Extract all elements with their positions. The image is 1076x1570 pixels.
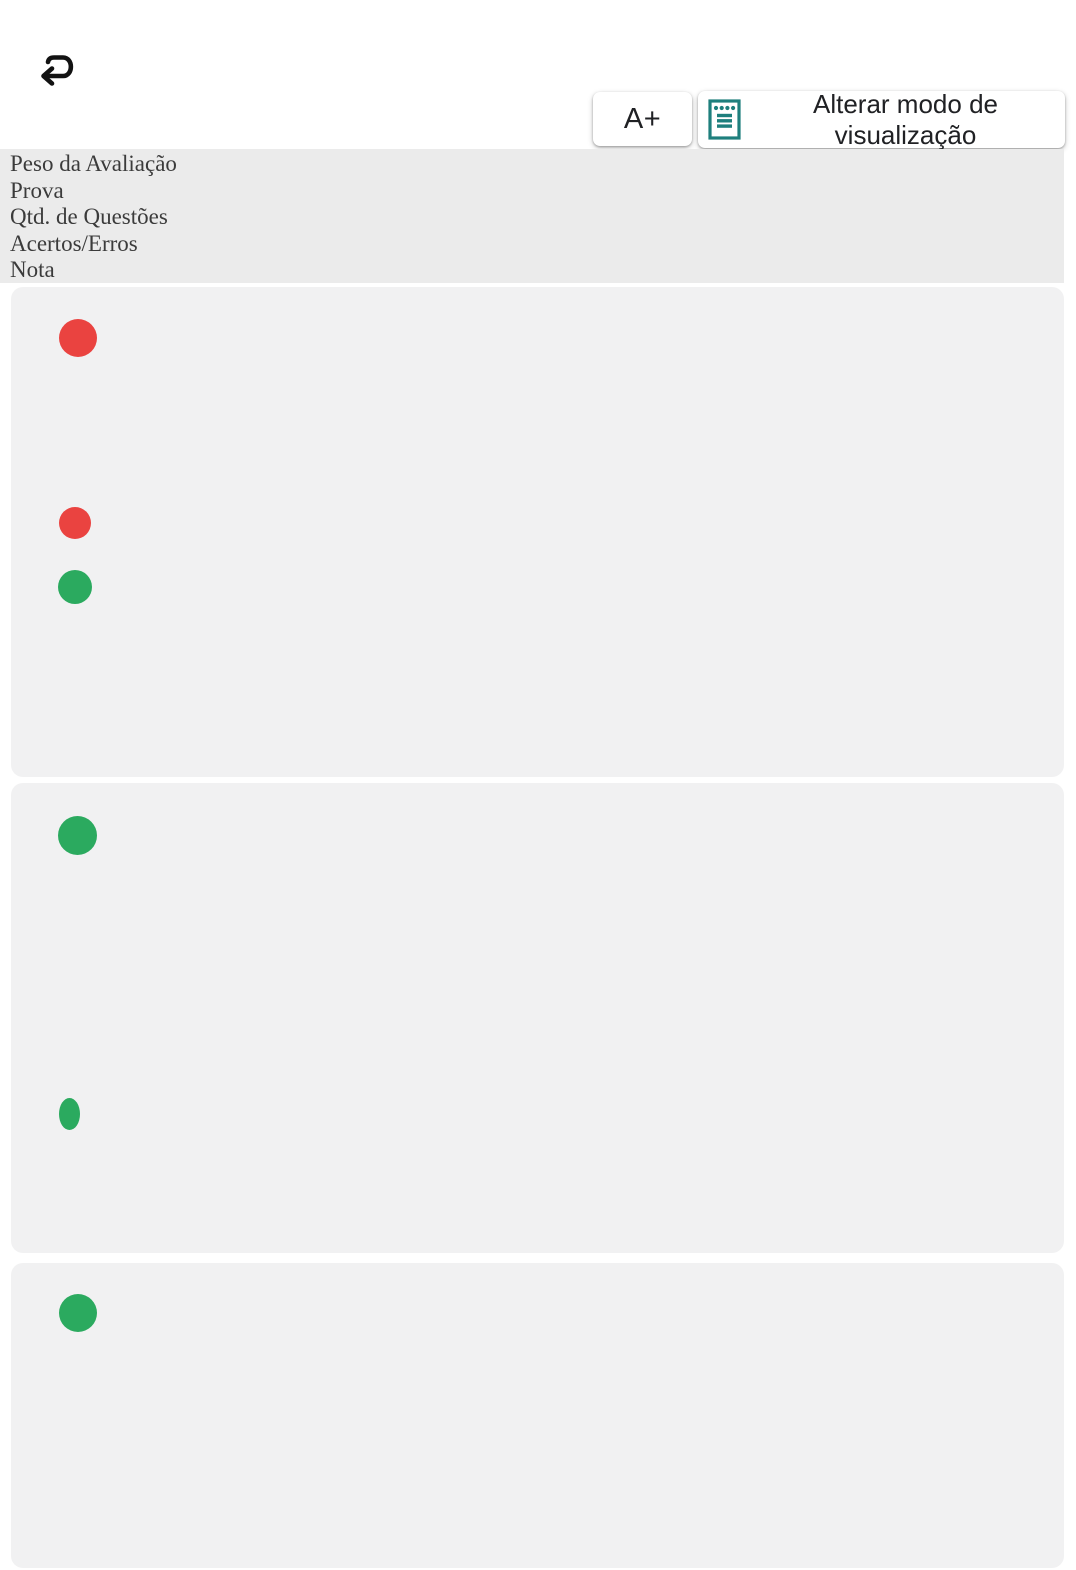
result-card[interactable] [11, 1263, 1064, 1568]
column-header-acertos-erros: Acertos/Erros [10, 230, 138, 256]
status-dot-red [59, 507, 91, 539]
column-header-prova: Prova [10, 177, 64, 203]
list-document-icon [708, 99, 741, 140]
table-column-headers: Peso da Avaliação Prova Qtd. de Questões… [0, 149, 1064, 283]
status-dot-green [59, 1098, 80, 1130]
font-size-button[interactable]: A+ [593, 92, 692, 146]
status-dot-red [59, 319, 97, 357]
column-header-qtd-questoes: Qtd. de Questões [10, 204, 168, 230]
result-card[interactable] [11, 783, 1064, 1253]
column-header-peso-da-avaliacao: Peso da Avaliação [10, 151, 177, 176]
return-arrow-icon [41, 55, 74, 86]
result-card[interactable] [11, 287, 1064, 777]
back-button[interactable] [36, 48, 80, 88]
change-view-mode-label: Alterar modo de visualização [813, 88, 998, 150]
change-view-mode-button[interactable]: Alterar modo de visualização [698, 88, 1065, 150]
status-dot-green [58, 570, 92, 604]
status-dot-green [59, 1294, 97, 1332]
status-dot-green [58, 816, 97, 855]
column-header-nota: Nota [10, 257, 55, 283]
